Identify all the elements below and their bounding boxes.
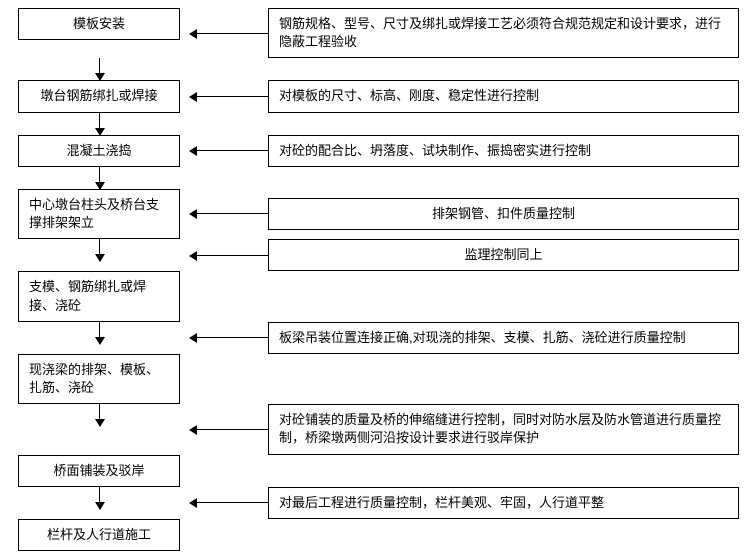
control-note-box: 对砼铺装的质量及桥的伸缩缝进行控制，同时对防水层及防水管道进行质量控制，桥梁墩两… (268, 404, 739, 454)
control-note-box: 钢筋规格、型号、尺寸及绑扎或焊接工艺必须符合规范规定和设计要求，进行隐蔽工程验收 (268, 8, 739, 58)
arrow-left-icon (190, 255, 268, 256)
control-note-text: 钢筋规格、型号、尺寸及绑扎或焊接工艺必须符合规范规定和设计要求，进行隐蔽工程验收 (279, 16, 721, 49)
control-note-text: 对模板的尺寸、标高、刚度、稳定性进行控制 (279, 88, 539, 103)
arrow-down-icon (99, 404, 100, 426)
process-step-label: 模板安装 (73, 16, 125, 31)
control-note-box: 对模板的尺寸、标高、刚度、稳定性进行控制 (268, 80, 739, 112)
process-step-box: 栏杆及人行道施工 (18, 519, 180, 551)
arrow-down-icon (99, 487, 100, 509)
process-step-label: 中心墩台柱头及桥台支撑排架架立 (29, 196, 169, 232)
process-step-box: 混凝土浇捣 (18, 135, 180, 167)
control-note-text: 对最后工程进行质量控制，栏杆美观、牢固，人行道平整 (279, 495, 604, 510)
flowchart-container: 模板安装 钢筋规格、型号、尺寸及绑扎或焊接工艺必须符合规范规定和设计要求，进行隐蔽… (8, 8, 739, 551)
process-step-box: 支模、钢筋绑扎或焊接、浇砼 (18, 271, 180, 321)
control-note-text: 板梁吊装位置连接正确,对现浇的排架、支模、扎筋、浇砼进行质量控制 (279, 330, 686, 345)
process-step-box: 模板安装 (18, 8, 180, 40)
process-step-box: 桥面铺装及驳岸 (18, 455, 180, 487)
arrow-down-icon (99, 322, 100, 344)
arrow-down-icon (99, 58, 100, 80)
control-note-box: 对砼的配合比、坍落度、试块制作、振捣密实进行控制 (268, 135, 739, 167)
control-note-box: 对最后工程进行质量控制，栏杆美观、牢固，人行道平整 (268, 487, 739, 519)
process-step-label: 混凝土浇捣 (66, 143, 131, 158)
arrow-down-icon (99, 113, 100, 135)
arrow-down-icon (99, 167, 100, 189)
arrow-left-icon (190, 337, 268, 338)
process-step-label: 栏杆及人行道施工 (47, 527, 151, 542)
arrow-left-icon (190, 429, 268, 430)
control-note-text: 对砼铺装的质量及桥的伸缩缝进行控制，同时对防水层及防水管道进行质量控制，桥梁墩两… (279, 412, 721, 445)
process-step-label: 支模、钢筋绑扎或焊接、浇砼 (29, 278, 169, 314)
arrow-down-icon (99, 239, 100, 261)
control-note-box: 板梁吊装位置连接正确,对现浇的排架、支模、扎筋、浇砼进行质量控制 (268, 322, 739, 354)
arrow-left-icon (190, 502, 268, 503)
process-step-label: 现浇梁的排架、模板、扎筋、浇砼 (29, 361, 169, 397)
control-note-text: 排架钢管、扣件质量控制 (432, 206, 575, 221)
control-note-box: 排架钢管、扣件质量控制 (268, 198, 739, 230)
process-step-box: 中心墩台柱头及桥台支撑排架架立 (18, 189, 180, 239)
process-step-box: 墩台钢筋绑扎或焊接 (18, 80, 180, 112)
process-step-box: 现浇梁的排架、模板、扎筋、浇砼 (18, 354, 180, 404)
arrow-left-icon (190, 96, 268, 97)
arrow-left-icon (190, 213, 268, 214)
process-step-label: 桥面铺装及驳岸 (53, 463, 144, 478)
control-note-text: 监理控制同上 (464, 247, 542, 262)
control-note-box: 监理控制同上 (268, 239, 739, 271)
arrow-left-icon (190, 150, 268, 151)
arrow-left-icon (190, 33, 268, 34)
process-step-label: 墩台钢筋绑扎或焊接 (40, 88, 157, 103)
control-note-text: 对砼的配合比、坍落度、试块制作、振捣密实进行控制 (279, 143, 591, 158)
